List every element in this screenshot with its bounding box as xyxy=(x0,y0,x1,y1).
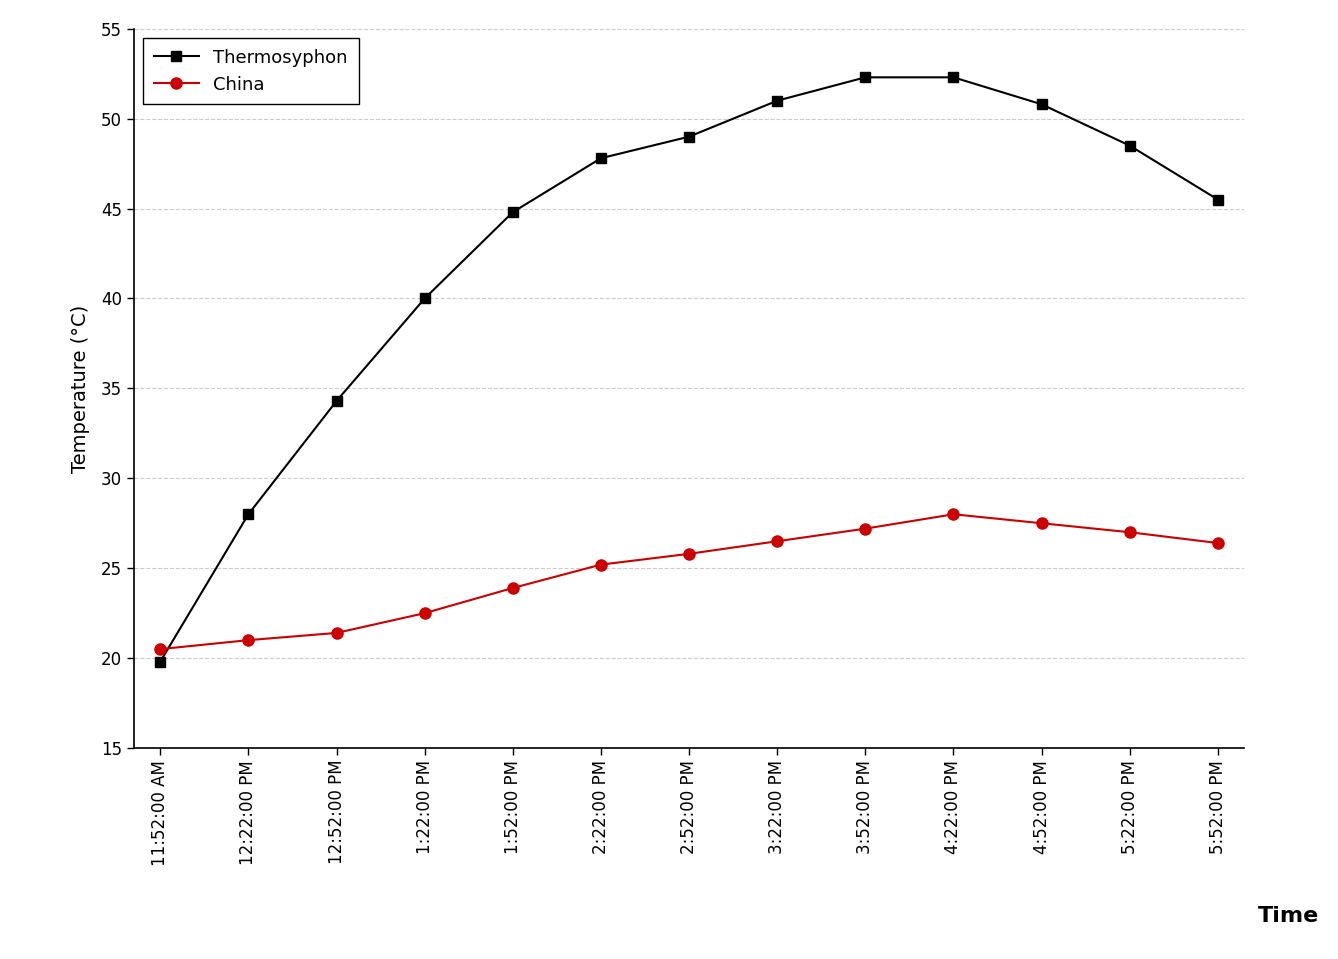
X-axis label: Time: Time xyxy=(1258,906,1319,926)
Legend: Thermosyphon, China: Thermosyphon, China xyxy=(143,37,359,105)
Y-axis label: Temperature (°C): Temperature (°C) xyxy=(71,304,90,473)
Thermosyphon xyxy=(329,395,345,407)
Thermosyphon xyxy=(1121,140,1137,152)
Thermosyphon xyxy=(1210,194,1226,205)
Thermosyphon xyxy=(1033,99,1049,110)
China xyxy=(153,643,169,655)
China xyxy=(416,607,432,619)
Thermosyphon xyxy=(681,130,697,142)
China xyxy=(241,635,257,646)
Thermosyphon xyxy=(858,72,874,83)
China xyxy=(1121,526,1137,538)
Thermosyphon xyxy=(416,292,432,304)
China xyxy=(504,582,520,594)
China xyxy=(1210,537,1226,549)
Line: China: China xyxy=(155,508,1223,655)
Thermosyphon xyxy=(593,152,609,164)
Thermosyphon xyxy=(946,72,962,83)
China xyxy=(681,549,697,560)
Line: Thermosyphon: Thermosyphon xyxy=(155,73,1223,667)
China xyxy=(329,627,345,639)
China xyxy=(769,535,785,547)
Thermosyphon xyxy=(241,508,257,520)
China xyxy=(593,559,609,571)
China xyxy=(1033,518,1049,529)
Thermosyphon xyxy=(153,656,169,667)
Thermosyphon xyxy=(504,206,520,218)
Thermosyphon xyxy=(769,95,785,106)
China xyxy=(858,523,874,534)
China xyxy=(946,508,962,520)
